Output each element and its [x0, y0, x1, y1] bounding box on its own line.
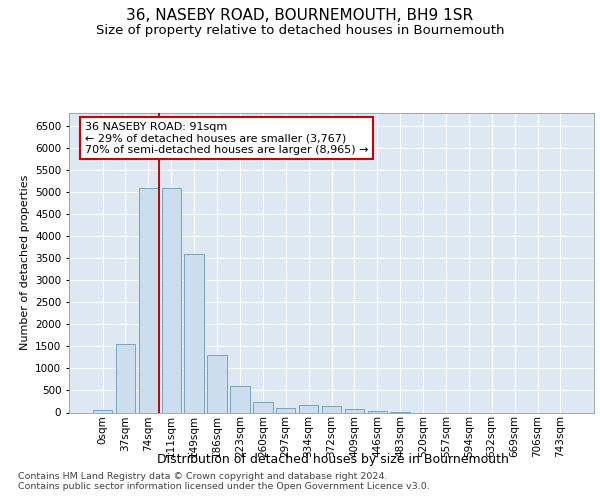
Bar [276, 408, 295, 412]
Text: Size of property relative to detached houses in Bournemouth: Size of property relative to detached ho… [96, 24, 504, 37]
Text: 36 NASEBY ROAD: 91sqm
← 29% of detached houses are smaller (3,767)
70% of semi-d: 36 NASEBY ROAD: 91sqm ← 29% of detached … [85, 122, 368, 154]
Bar [299, 404, 319, 412]
Text: 36, NASEBY ROAD, BOURNEMOUTH, BH9 1SR: 36, NASEBY ROAD, BOURNEMOUTH, BH9 1SR [127, 8, 473, 22]
Bar [230, 386, 250, 412]
Bar [161, 188, 181, 412]
Bar [93, 410, 112, 412]
Text: Contains public sector information licensed under the Open Government Licence v3: Contains public sector information licen… [18, 482, 430, 491]
Bar [139, 188, 158, 412]
Bar [368, 410, 387, 412]
Text: Distribution of detached houses by size in Bournemouth: Distribution of detached houses by size … [157, 452, 509, 466]
Bar [116, 344, 135, 412]
Bar [208, 355, 227, 412]
Bar [184, 254, 204, 412]
Bar [344, 409, 364, 412]
Bar [322, 406, 341, 412]
Bar [253, 402, 272, 412]
Y-axis label: Number of detached properties: Number of detached properties [20, 175, 29, 350]
Text: Contains HM Land Registry data © Crown copyright and database right 2024.: Contains HM Land Registry data © Crown c… [18, 472, 388, 481]
